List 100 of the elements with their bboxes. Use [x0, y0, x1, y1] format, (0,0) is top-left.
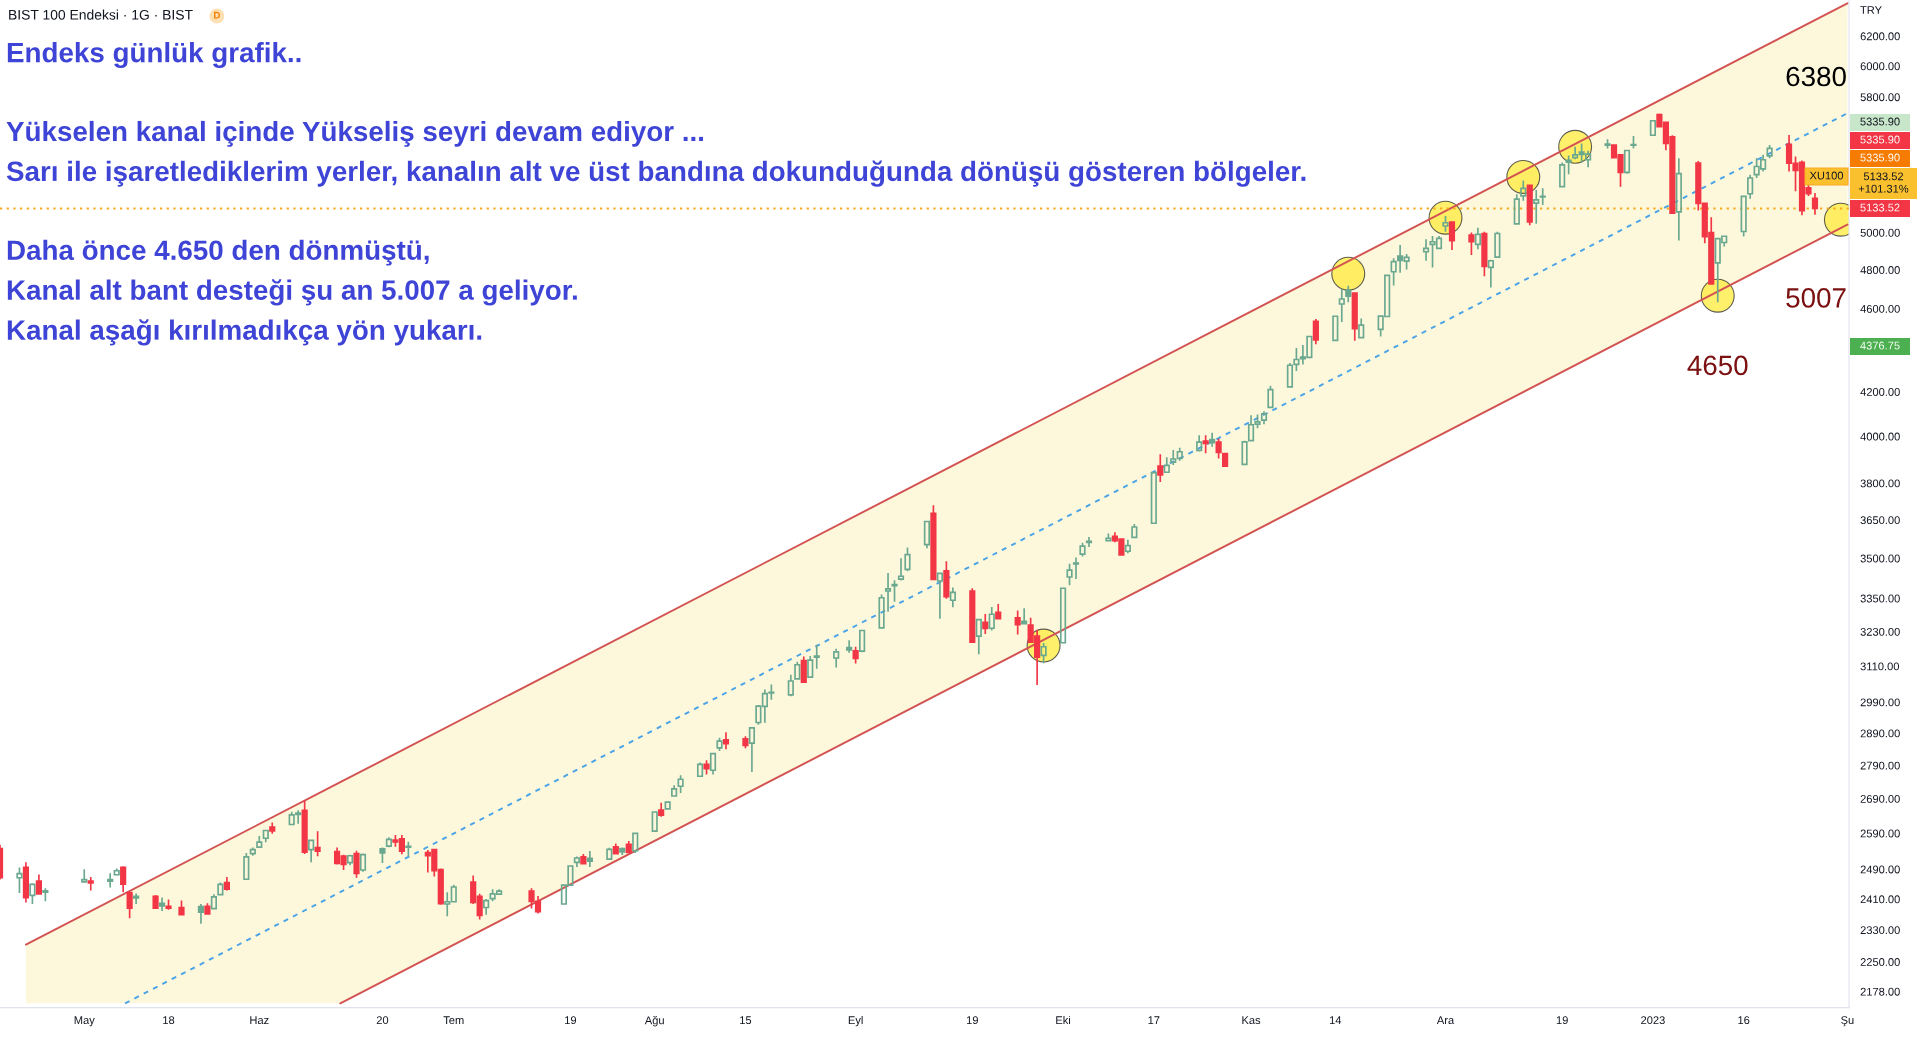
candlestick [223, 876, 230, 892]
y-tick-label: 3110.00 [1860, 662, 1900, 671]
candlestick [807, 655, 814, 679]
candlestick [1202, 434, 1209, 455]
candlestick [1260, 410, 1268, 426]
candlestick [165, 898, 172, 911]
candlestick [1222, 452, 1229, 468]
candlestick [385, 836, 393, 848]
y-tick-label: 2990.00 [1860, 698, 1900, 707]
candlestick [612, 842, 619, 856]
candlestick [891, 579, 898, 603]
y-tick-label: 5800.00 [1860, 93, 1900, 102]
candlestick [1559, 161, 1566, 188]
candlestick [742, 735, 749, 750]
candlestick [969, 587, 976, 643]
candlestick [1196, 434, 1203, 453]
candlestick [722, 731, 730, 750]
candlestick [178, 899, 185, 916]
candlestick [988, 606, 995, 632]
y-tick-label: 6200.00 [1860, 32, 1900, 41]
x-tick-label: Eyl [848, 1015, 863, 1027]
text: Endeks günlük grafik.. Yükselen kanal içinde Yükseliş seyri devam ediyor ... Sarı ile işaretlediklerim yerler, kanalın alt ve üst bandına dokunduğunda dönüşü gösteren bölgeler. Daha önce 4.650 den dönmüştü, Kanal alt bant desteği şu an 5.007 a geliyor. Kanal aşağı kırılmadıkça yön yukarı. [6, 42, 1306, 346]
candlestick [16, 866, 23, 894]
y-tick-label: 2790.00 [1860, 761, 1900, 770]
candlestick [1533, 189, 1540, 225]
candlestick [1059, 587, 1067, 644]
y-tick-label: 3230.00 [1860, 627, 1900, 636]
candlestick [262, 829, 269, 843]
candlestick [606, 847, 613, 860]
candlestick [22, 861, 30, 904]
candlestick [943, 560, 950, 600]
candlestick [152, 894, 159, 910]
candlestick [716, 736, 723, 752]
x-tick-label: Tem [443, 1016, 464, 1025]
candlestick [1487, 258, 1494, 289]
candlestick [573, 855, 581, 868]
candlestick [897, 557, 905, 582]
candlestick [884, 572, 892, 613]
x-tick-label: Kas [1242, 1016, 1261, 1025]
y-tick-label: 3650.00 [1860, 516, 1900, 525]
annotation: D [214, 11, 220, 19]
candlestick [1468, 231, 1475, 256]
candlestick [1649, 119, 1657, 137]
candlestick [1157, 453, 1164, 483]
candlestick [625, 840, 632, 854]
candlestick [243, 852, 250, 881]
candlestick [1351, 292, 1358, 342]
candlestick [1390, 257, 1397, 287]
candlestick [703, 759, 710, 776]
candlestick [632, 832, 639, 854]
candlestick [42, 887, 49, 903]
candlestick [249, 846, 256, 857]
x-tick-label: Şu [1841, 1016, 1854, 1027]
y-tick-label: 2690.00 [1860, 794, 1900, 803]
candlestick [677, 774, 684, 794]
candlestick [1131, 523, 1138, 539]
y-tick-label: 4200.00 [1860, 388, 1900, 396]
candlestick [923, 520, 931, 550]
ref-line-label: 5133.52 [1860, 203, 1900, 212]
candlestick [29, 882, 36, 905]
candlestick [1209, 431, 1216, 448]
y-tick-label: 3800.00 [1860, 479, 1900, 488]
x-tick-label: 15 [740, 1016, 752, 1025]
candlestick [1513, 193, 1520, 225]
candlestick [580, 853, 587, 866]
x-tick-label: 19 [966, 1016, 978, 1025]
candlestick [1675, 157, 1682, 242]
candlestick [619, 846, 626, 856]
candlestick [217, 881, 224, 896]
candlestick [1539, 187, 1546, 206]
candlestick [1014, 609, 1021, 636]
y-tick-label: 5000.00 [1860, 228, 1900, 237]
candlestick [1565, 154, 1572, 176]
annotation: 4650 [1687, 355, 1748, 376]
x-tick-label: Eki [1056, 1015, 1071, 1024]
candlestick [35, 873, 42, 895]
annotation: 6380 [1786, 66, 1846, 87]
candlestick [1105, 532, 1112, 543]
y-tick-label: 2590.00 [1860, 829, 1900, 838]
candlestick [664, 800, 671, 810]
candlestick [975, 618, 982, 656]
candlestick [204, 902, 211, 915]
candlestick [748, 726, 756, 773]
candlestick [1163, 456, 1170, 474]
x-tick-label: May [74, 1016, 95, 1027]
x-tick-label: 16 [1738, 1016, 1750, 1025]
candlestick [1442, 215, 1449, 233]
x-tick-label: 14 [1329, 1016, 1342, 1024]
candlestick [113, 867, 120, 876]
candlestick [696, 761, 704, 778]
text: 5335.90 [1860, 135, 1900, 144]
candlestick [936, 572, 943, 620]
text: 5335.90 [1860, 153, 1900, 162]
candlestick [982, 613, 989, 635]
candlestick [359, 852, 367, 873]
y-tick-label: 2250.00 [1860, 958, 1900, 966]
y-tick-label: 3500.00 [1860, 554, 1900, 563]
candlestick [483, 898, 490, 916]
candlestick [800, 655, 807, 684]
x-tick-label: Haz [250, 1016, 269, 1025]
